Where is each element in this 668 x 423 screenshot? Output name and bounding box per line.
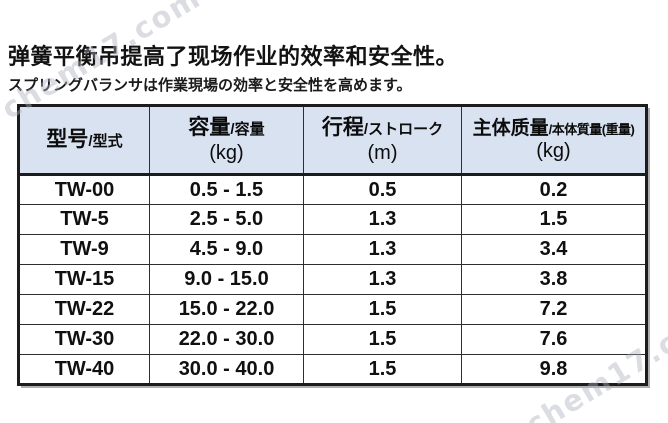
table-body: TW-00 0.5 - 1.5 0.5 0.2 TW-5 2.5 - 5.0 1… — [18, 174, 647, 385]
cell-capacity: 22.0 - 30.0 — [149, 324, 304, 355]
col-header-weight-sub: /本体質量(重量) — [548, 121, 635, 137]
col-header-weight-unit: (kg) — [536, 140, 571, 163]
cell-stroke: 1.5 — [303, 354, 462, 385]
col-header-stroke: 行程/ストローク (m) — [303, 105, 462, 176]
table-row: TW-22 15.0 - 22.0 1.5 7.2 — [18, 294, 647, 325]
cell-capacity: 2.5 - 5.0 — [149, 204, 304, 235]
col-header-weight: 主体质量/本体質量(重量) (kg) — [461, 105, 647, 176]
cell-capacity: 4.5 - 9.0 — [149, 234, 304, 265]
col-header-model-sub: /型式 — [88, 132, 123, 150]
cell-capacity: 9.0 - 15.0 — [149, 264, 304, 295]
cell-capacity: 15.0 - 22.0 — [149, 294, 304, 325]
header-row: 型号/型式 容量/容量 (kg) 行程/ストローク (m) — [18, 105, 647, 176]
cell-weight: 0.2 — [461, 174, 647, 205]
cell-model: TW-22 — [18, 294, 150, 325]
cell-weight: 9.8 — [461, 354, 647, 385]
cell-model: TW-40 — [18, 354, 150, 385]
col-header-stroke-sub: /ストローク — [363, 121, 444, 139]
cell-model: TW-5 — [18, 204, 150, 235]
table-row: TW-15 9.0 - 15.0 1.3 3.8 — [18, 264, 647, 295]
cell-stroke: 1.5 — [303, 294, 462, 325]
cell-model: TW-15 — [18, 264, 150, 295]
cell-model: TW-9 — [18, 234, 150, 265]
cell-stroke: 1.3 — [303, 204, 462, 235]
cell-model: TW-00 — [18, 174, 150, 205]
table-row: TW-5 2.5 - 5.0 1.3 1.5 — [18, 204, 647, 235]
page-subtitle: スプリングバランサは作業現場の効率と安全性を高めます。 — [8, 77, 412, 94]
cell-capacity: 0.5 - 1.5 — [149, 174, 304, 205]
cell-weight: 7.6 — [461, 324, 647, 355]
col-header-capacity-main: 容量 — [188, 116, 231, 140]
cell-capacity: 30.0 - 40.0 — [149, 354, 304, 385]
cell-weight: 3.8 — [461, 264, 647, 295]
cell-stroke: 1.5 — [303, 324, 462, 355]
col-header-capacity-unit: (kg) — [209, 141, 244, 164]
spec-table: 型号/型式 容量/容量 (kg) 行程/ストローク (m) — [17, 104, 648, 386]
col-header-model-main: 型号 — [46, 127, 89, 151]
cell-stroke: 0.5 — [303, 174, 462, 205]
col-header-weight-main: 主体质量 — [472, 117, 549, 139]
col-header-stroke-unit: (m) — [367, 141, 398, 164]
col-header-stroke-main: 行程 — [321, 116, 364, 140]
col-header-model: 型号/型式 — [18, 105, 150, 176]
table-row: TW-00 0.5 - 1.5 0.5 0.2 — [18, 174, 647, 205]
cell-stroke: 1.3 — [303, 264, 462, 295]
cell-stroke: 1.3 — [303, 234, 462, 265]
col-header-capacity-sub: /容量 — [230, 121, 265, 139]
cell-weight: 7.2 — [461, 294, 647, 325]
col-header-capacity: 容量/容量 (kg) — [149, 105, 304, 176]
table-row: TW-40 30.0 - 40.0 1.5 9.8 — [18, 354, 647, 385]
cell-weight: 1.5 — [461, 204, 647, 235]
table-header: 型号/型式 容量/容量 (kg) 行程/ストローク (m) — [18, 105, 647, 176]
cell-weight: 3.4 — [461, 234, 647, 265]
table-row: TW-9 4.5 - 9.0 1.3 3.4 — [18, 234, 647, 265]
table-row: TW-30 22.0 - 30.0 1.5 7.6 — [18, 324, 647, 355]
page-title: 弹簧平衡吊提高了现场作业的效率和安全性。 — [8, 44, 459, 69]
cell-model: TW-30 — [18, 324, 150, 355]
